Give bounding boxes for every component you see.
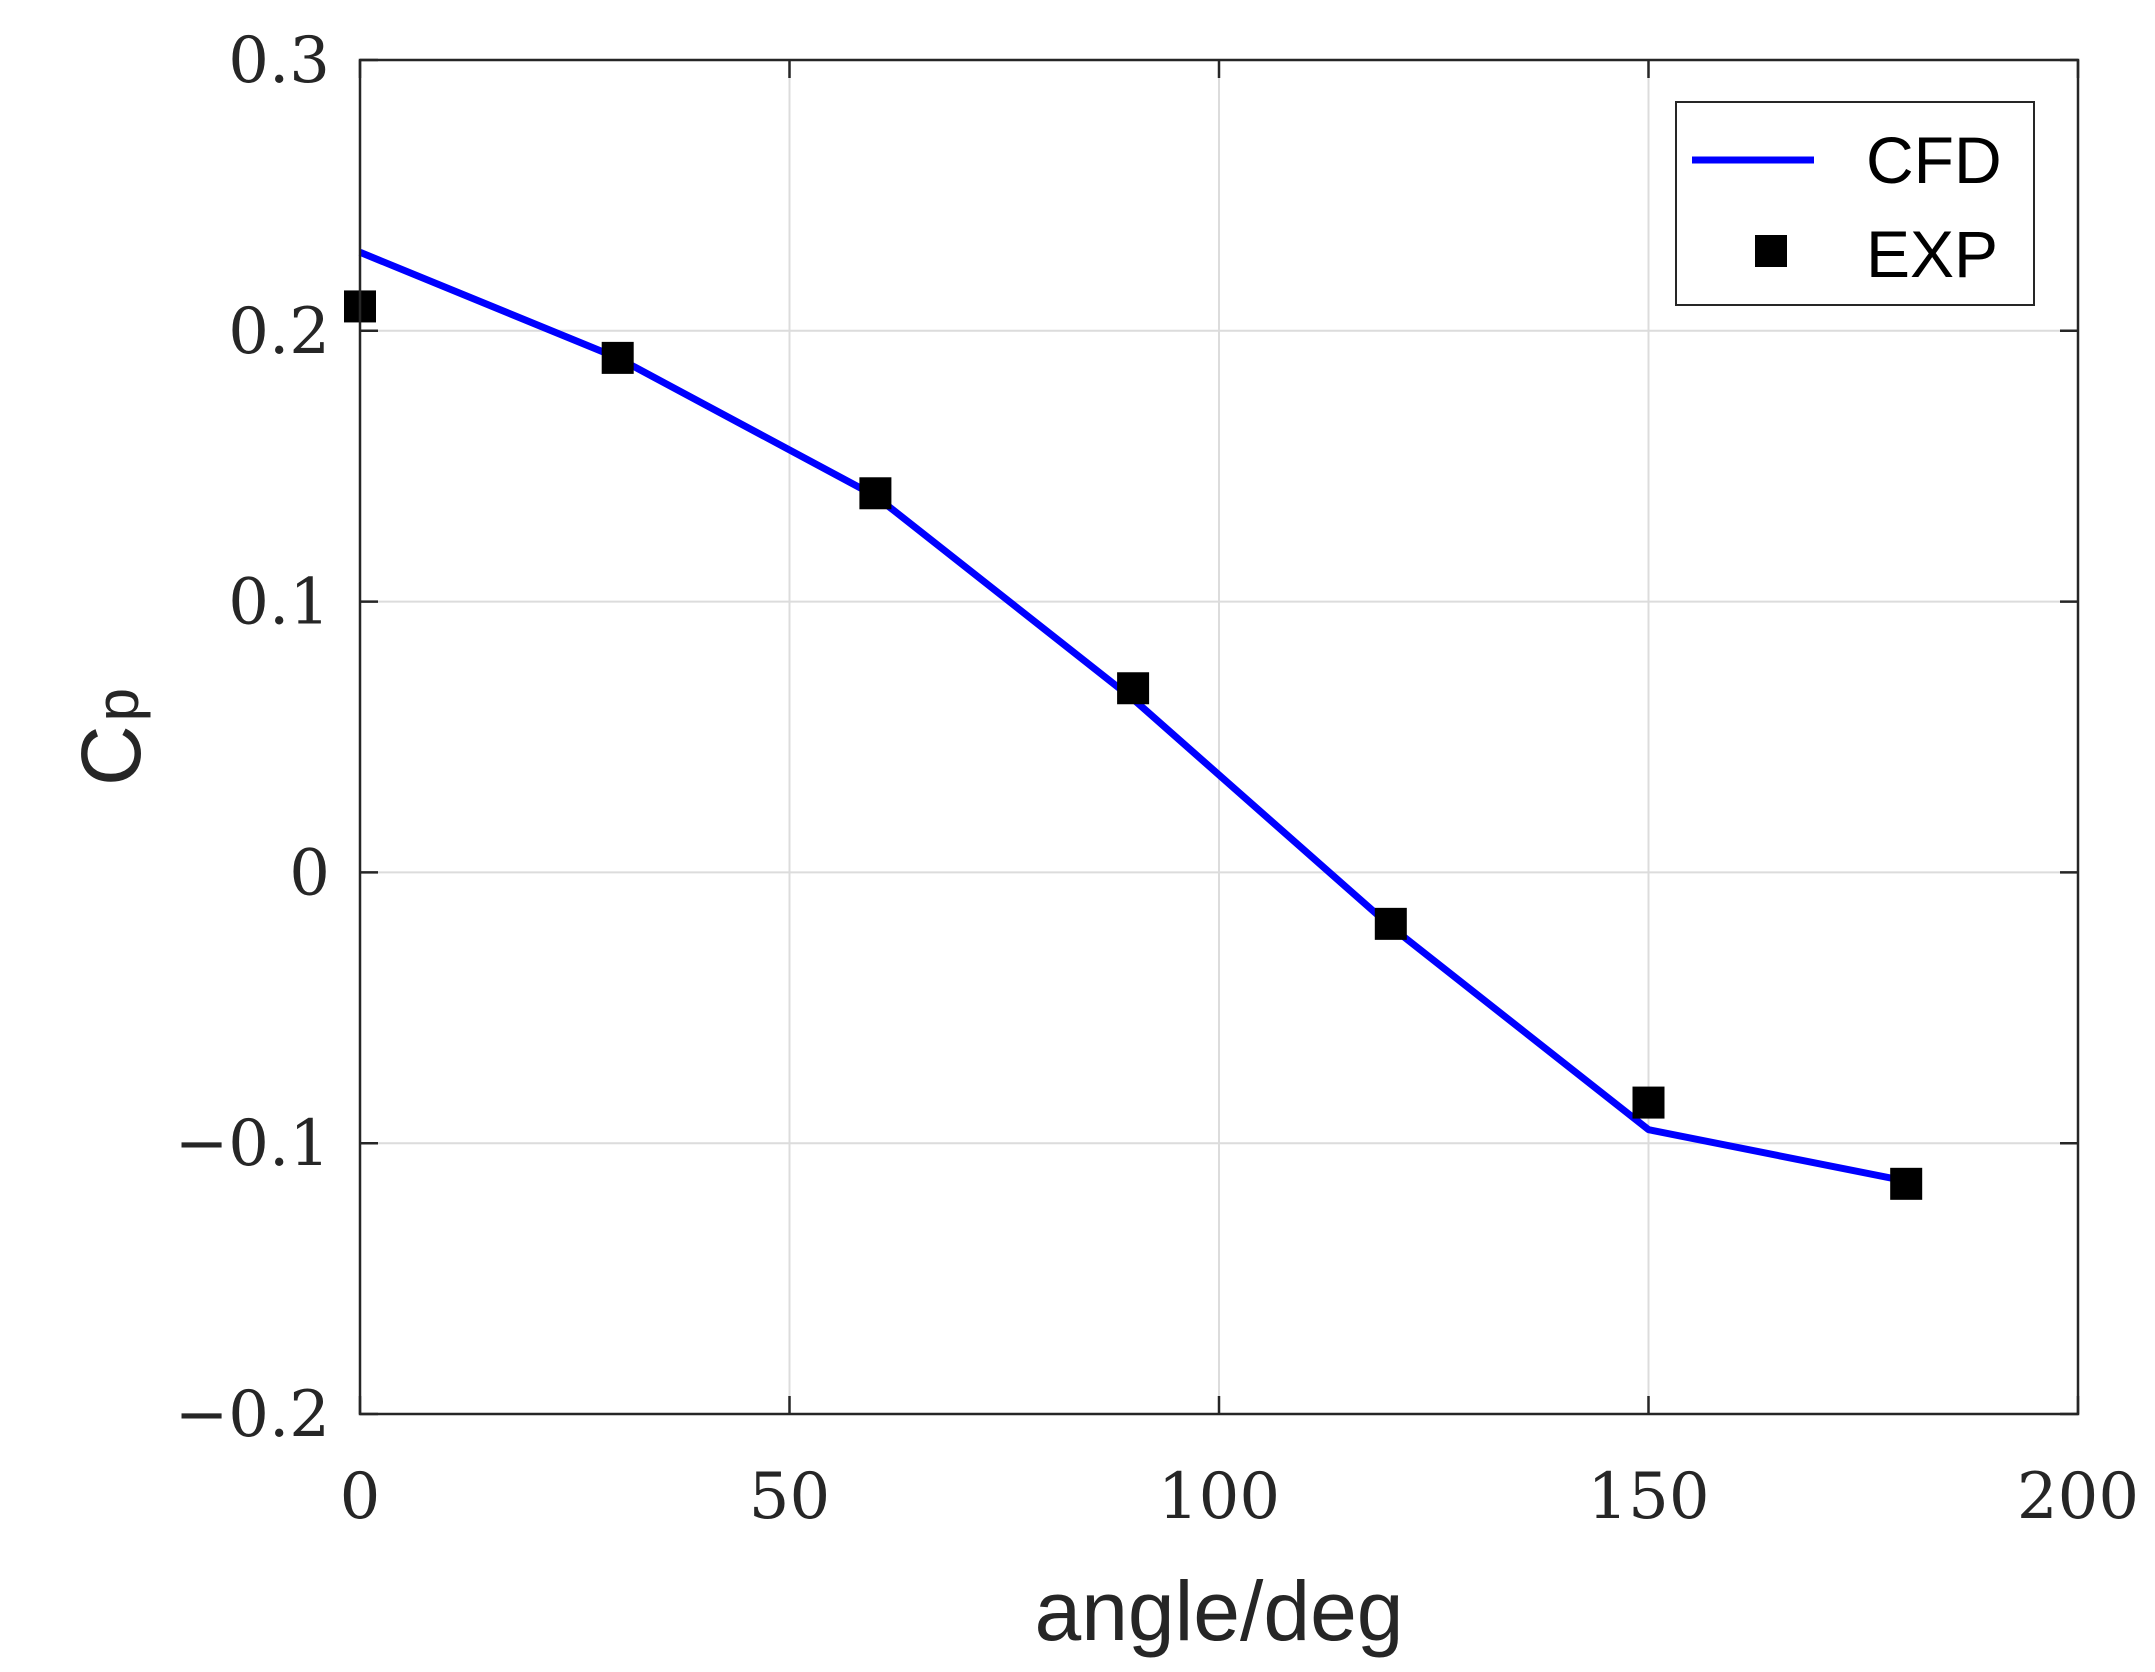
series-exp-point [1374, 907, 1407, 940]
series-layer [344, 249, 1923, 1200]
legend-box [1675, 101, 2035, 306]
y-tick-label: 0.3 [228, 24, 330, 98]
legend-cfd-label: CFD [1866, 123, 2002, 197]
legend-exp-marker-sample [1755, 235, 1787, 267]
x-tick-label: 150 [1587, 1460, 1709, 1534]
svg-text:Cp: Cp [64, 688, 158, 786]
series-exp-point [1890, 1167, 1923, 1200]
y-tick-label: −0.2 [175, 1378, 330, 1452]
series-exp-point [1632, 1086, 1665, 1119]
y-axis-label-subscript: p [84, 688, 151, 721]
y-tick-label: −0.1 [175, 1107, 330, 1181]
x-tick-labels: 0 50 100 150 200 [340, 1460, 2139, 1534]
x-axis-label: angle/deg [1034, 1564, 1403, 1658]
y-tick-label: 0.2 [228, 295, 330, 369]
series-exp-point [859, 477, 892, 510]
series-exp-point [1117, 672, 1150, 705]
y-axis-label-base: C [64, 725, 158, 786]
series-exp-point [601, 341, 634, 374]
y-tick-labels: −0.2 −0.1 0 0.1 0.2 0.3 [175, 24, 330, 1452]
x-tick-label: 100 [1158, 1460, 1280, 1534]
x-tick-label: 200 [2017, 1460, 2139, 1534]
legend-exp-label: EXP [1866, 217, 1998, 291]
y-axis-label: Cp [64, 688, 158, 786]
legend: CFD EXP [1675, 101, 2035, 306]
ticks [358, 58, 2080, 1416]
y-tick-label: 0 [289, 836, 330, 910]
x-tick-label: 0 [340, 1460, 381, 1534]
y-tick-label: 0.1 [228, 566, 330, 640]
x-tick-label: 50 [749, 1460, 830, 1534]
